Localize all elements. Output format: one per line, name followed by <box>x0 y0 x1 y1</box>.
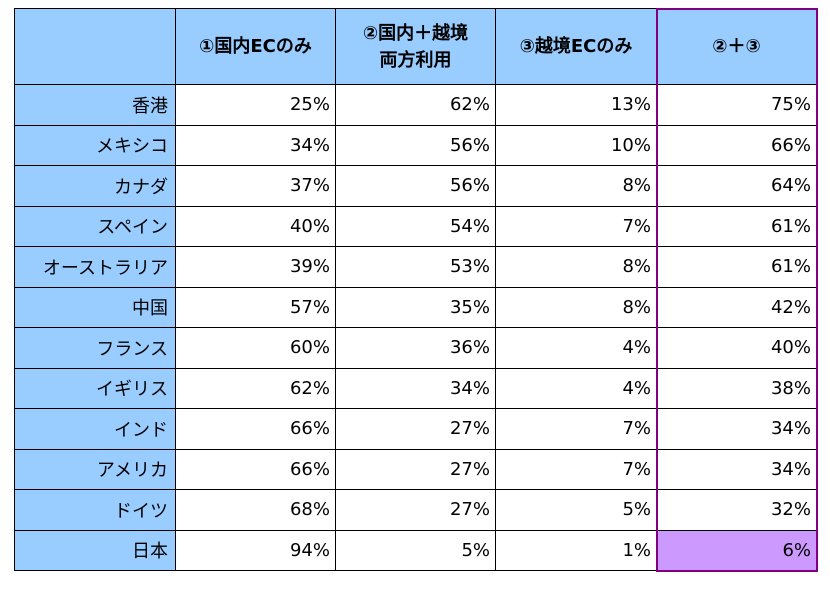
value-cell: 62% <box>335 84 496 126</box>
row-label: 香港 <box>14 84 176 126</box>
value-cell: 6% <box>656 529 817 571</box>
table-row: オーストラリア 39% 53% 8% 61% <box>14 246 817 288</box>
value-cell: 38% <box>656 367 817 409</box>
value-cell: 34% <box>656 448 817 490</box>
value-cell: 4% <box>495 367 657 409</box>
table-row: インド 66% 27% 7% 34% <box>14 408 817 450</box>
table-row: メキシコ 34% 56% 10% 66% <box>14 124 817 166</box>
value-cell: 66% <box>175 408 336 450</box>
table-row: イギリス 62% 34% 4% 38% <box>14 367 817 409</box>
row-label: オーストラリア <box>14 246 176 288</box>
value-cell: 60% <box>175 327 336 369</box>
column-header-4: ②＋③ <box>656 8 817 85</box>
row-label: インド <box>14 408 176 450</box>
value-cell: 42% <box>656 286 817 328</box>
value-cell: 8% <box>495 286 657 328</box>
table-row: 中国 57% 35% 8% 42% <box>14 286 817 328</box>
value-cell: 36% <box>335 327 496 369</box>
value-cell: 56% <box>335 124 496 166</box>
value-cell: 10% <box>495 124 657 166</box>
value-cell: 27% <box>335 408 496 450</box>
value-cell: 94% <box>175 529 336 571</box>
value-cell: 34% <box>656 408 817 450</box>
value-cell: 61% <box>656 246 817 288</box>
row-label: 中国 <box>14 286 176 328</box>
row-label: イギリス <box>14 367 176 409</box>
value-cell: 53% <box>335 246 496 288</box>
value-cell: 5% <box>335 529 496 571</box>
value-cell: 75% <box>656 84 817 126</box>
table-row: フランス 60% 36% 4% 40% <box>14 327 817 369</box>
value-cell: 39% <box>175 246 336 288</box>
column-header-2: ②国内＋越境 両方利用 <box>335 8 496 85</box>
value-cell: 13% <box>495 84 657 126</box>
column-header-3: ③越境ECのみ <box>495 8 657 85</box>
value-cell: 7% <box>495 408 657 450</box>
value-cell: 32% <box>656 489 817 531</box>
value-cell: 64% <box>656 165 817 207</box>
value-cell: 62% <box>175 367 336 409</box>
column-header-1: ①国内ECのみ <box>175 8 336 85</box>
value-cell: 5% <box>495 489 657 531</box>
value-cell: 35% <box>335 286 496 328</box>
value-cell: 40% <box>175 205 336 247</box>
row-label: 日本 <box>14 529 176 571</box>
value-cell: 57% <box>175 286 336 328</box>
table-row: スペイン 40% 54% 7% 61% <box>14 205 817 247</box>
value-cell: 54% <box>335 205 496 247</box>
table-row: 香港 25% 62% 13% 75% <box>14 84 817 126</box>
value-cell: 34% <box>175 124 336 166</box>
table-row: ドイツ 68% 27% 5% 32% <box>14 489 817 531</box>
value-cell: 1% <box>495 529 657 571</box>
value-cell: 25% <box>175 84 336 126</box>
value-cell: 40% <box>656 327 817 369</box>
value-cell: 27% <box>335 489 496 531</box>
value-cell: 66% <box>175 448 336 490</box>
value-cell: 68% <box>175 489 336 531</box>
table-row: カナダ 37% 56% 8% 64% <box>14 165 817 207</box>
row-label: アメリカ <box>14 448 176 490</box>
corner-cell <box>14 8 176 85</box>
row-label: ドイツ <box>14 489 176 531</box>
value-cell: 4% <box>495 327 657 369</box>
header-row: ①国内ECのみ ②国内＋越境 両方利用 ③越境ECのみ ②＋③ <box>14 8 817 85</box>
table-body: 香港 25% 62% 13% 75% メキシコ 34% 56% 10% 66% カナダ 37% 56% 8… <box>14 84 817 571</box>
value-cell: 7% <box>495 448 657 490</box>
value-cell: 27% <box>335 448 496 490</box>
value-cell: 7% <box>495 205 657 247</box>
value-cell: 8% <box>495 246 657 288</box>
table-row: アメリカ 66% 27% 7% 34% <box>14 448 817 490</box>
value-cell: 37% <box>175 165 336 207</box>
table-row: 日本 94% 5% 1% 6% <box>14 529 817 571</box>
row-label: メキシコ <box>14 124 176 166</box>
row-label: カナダ <box>14 165 176 207</box>
value-cell: 66% <box>656 124 817 166</box>
value-cell: 61% <box>656 205 817 247</box>
row-label: フランス <box>14 327 176 369</box>
data-table: ①国内ECのみ ②国内＋越境 両方利用 ③越境ECのみ ②＋③ 香港 25% 62% 13%… <box>14 8 817 571</box>
row-label: スペイン <box>14 205 176 247</box>
value-cell: 8% <box>495 165 657 207</box>
value-cell: 34% <box>335 367 496 409</box>
value-cell: 56% <box>335 165 496 207</box>
